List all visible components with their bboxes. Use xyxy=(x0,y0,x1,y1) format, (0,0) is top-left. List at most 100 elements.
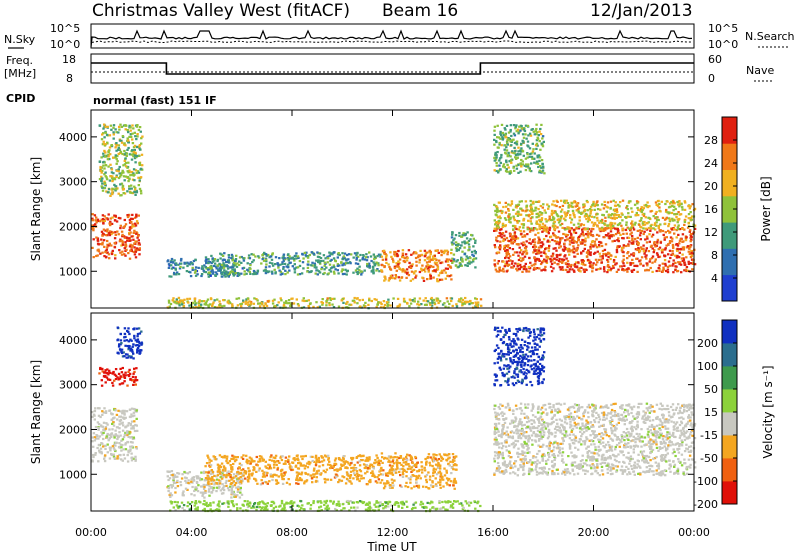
heatmap-cell xyxy=(415,260,418,263)
heatmap-cell xyxy=(601,218,604,221)
heatmap-cell xyxy=(573,255,576,258)
heatmap-cell xyxy=(655,210,658,214)
nave-label: Nave xyxy=(746,64,774,77)
heatmap-cell xyxy=(507,218,511,221)
heatmap-cell xyxy=(301,457,304,461)
heatmap-cell xyxy=(167,266,171,269)
heatmap-cell xyxy=(130,153,133,156)
heatmap-cell xyxy=(514,125,517,128)
heatmap-cell xyxy=(273,298,276,301)
heatmap-cell xyxy=(132,168,136,171)
heatmap-cell xyxy=(115,131,118,134)
heatmap-cell xyxy=(134,458,137,461)
heatmap-cell xyxy=(506,251,510,254)
heatmap-cell xyxy=(530,227,533,230)
heatmap-cell xyxy=(342,301,345,304)
heatmap-cell xyxy=(493,156,496,159)
heatmap-cell xyxy=(133,242,136,245)
heatmap-cell xyxy=(169,261,172,264)
heatmap-cell xyxy=(115,162,118,165)
heatmap-cell xyxy=(586,220,590,223)
heatmap-cell xyxy=(667,243,670,246)
heatmap-cell xyxy=(103,407,106,410)
heatmap-cell xyxy=(131,223,134,226)
heatmap-cell xyxy=(564,215,567,218)
heatmap-cell xyxy=(110,244,113,247)
heatmap-cell xyxy=(527,270,531,273)
heatmap-cell xyxy=(91,440,94,443)
heatmap-cell xyxy=(136,350,139,353)
heatmap-cell xyxy=(455,303,458,306)
heatmap-cell xyxy=(116,437,119,441)
heatmap-cell xyxy=(630,226,633,229)
heatmap-cell xyxy=(416,303,419,306)
heatmap-cell xyxy=(547,232,550,235)
heatmap-cell xyxy=(176,485,180,488)
heatmap-cell xyxy=(514,262,517,265)
heatmap-cell xyxy=(528,230,532,233)
heatmap-cell xyxy=(94,407,97,410)
heatmap-cell xyxy=(541,243,545,246)
heatmap-cell xyxy=(468,262,471,265)
heatmap-cell xyxy=(621,268,624,271)
heatmap-cell xyxy=(535,133,538,136)
heatmap-cell xyxy=(140,153,144,156)
heatmap-cell xyxy=(110,413,114,416)
heatmap-cell xyxy=(122,171,125,174)
heatmap-cell xyxy=(530,152,533,155)
heatmap-cell xyxy=(363,466,366,470)
heatmap-cell xyxy=(100,425,103,428)
heatmap-cell xyxy=(554,211,557,214)
heatmap-cell xyxy=(385,261,388,264)
heatmap-cell xyxy=(181,299,185,302)
heatmap-cell xyxy=(136,170,140,173)
heatmap-cell xyxy=(609,269,612,272)
heatmap-cell xyxy=(111,381,114,384)
heatmap-cell xyxy=(516,237,520,240)
heatmap-cell xyxy=(132,238,135,241)
heatmap-cell xyxy=(405,276,408,279)
heatmap-cell xyxy=(540,269,543,272)
heatmap-cell xyxy=(403,300,407,303)
heatmap-cell xyxy=(394,254,397,257)
heatmap-cell xyxy=(358,265,361,268)
heatmap-cell xyxy=(531,142,534,145)
heatmap-cell xyxy=(137,234,140,237)
heatmap-cell xyxy=(366,470,369,473)
heatmap-cell xyxy=(423,303,427,306)
heatmap-cell xyxy=(303,467,307,470)
heatmap-cell xyxy=(474,297,477,300)
heatmap-cell xyxy=(295,257,298,260)
heatmap-cell xyxy=(427,269,430,272)
heatmap-cell xyxy=(177,263,180,266)
heatmap-cell xyxy=(511,266,514,269)
heatmap-cell xyxy=(370,299,373,303)
heatmap-cell xyxy=(532,239,535,242)
heatmap-cell xyxy=(121,250,124,253)
heatmap-cell xyxy=(267,253,270,257)
heatmap-cell xyxy=(572,248,575,251)
heatmap-cell xyxy=(597,258,601,261)
heatmap-cell xyxy=(135,446,138,449)
heatmap-cell xyxy=(101,241,104,244)
heatmap-cell xyxy=(99,169,102,172)
heatmap-cell xyxy=(537,236,540,239)
heatmap-cell xyxy=(105,190,108,193)
heatmap-cell xyxy=(338,264,341,267)
heatmap-cell xyxy=(173,271,176,274)
heatmap-cell xyxy=(444,271,447,274)
heatmap-cell xyxy=(213,264,216,268)
heatmap-cell xyxy=(286,271,289,274)
heatmap-cell xyxy=(540,213,543,216)
heatmap-cell xyxy=(208,464,211,467)
heatmap-cell xyxy=(236,304,240,307)
heatmap-cell xyxy=(659,241,662,244)
heatmap-cell xyxy=(509,221,512,224)
heatmap-cell xyxy=(364,301,367,304)
heatmap-cell xyxy=(120,422,123,425)
heatmap-cell xyxy=(106,443,109,446)
heatmap-cell xyxy=(514,156,517,159)
heatmap-cell xyxy=(631,239,634,242)
heatmap-cell xyxy=(134,339,137,342)
heatmap-cell xyxy=(498,248,502,251)
